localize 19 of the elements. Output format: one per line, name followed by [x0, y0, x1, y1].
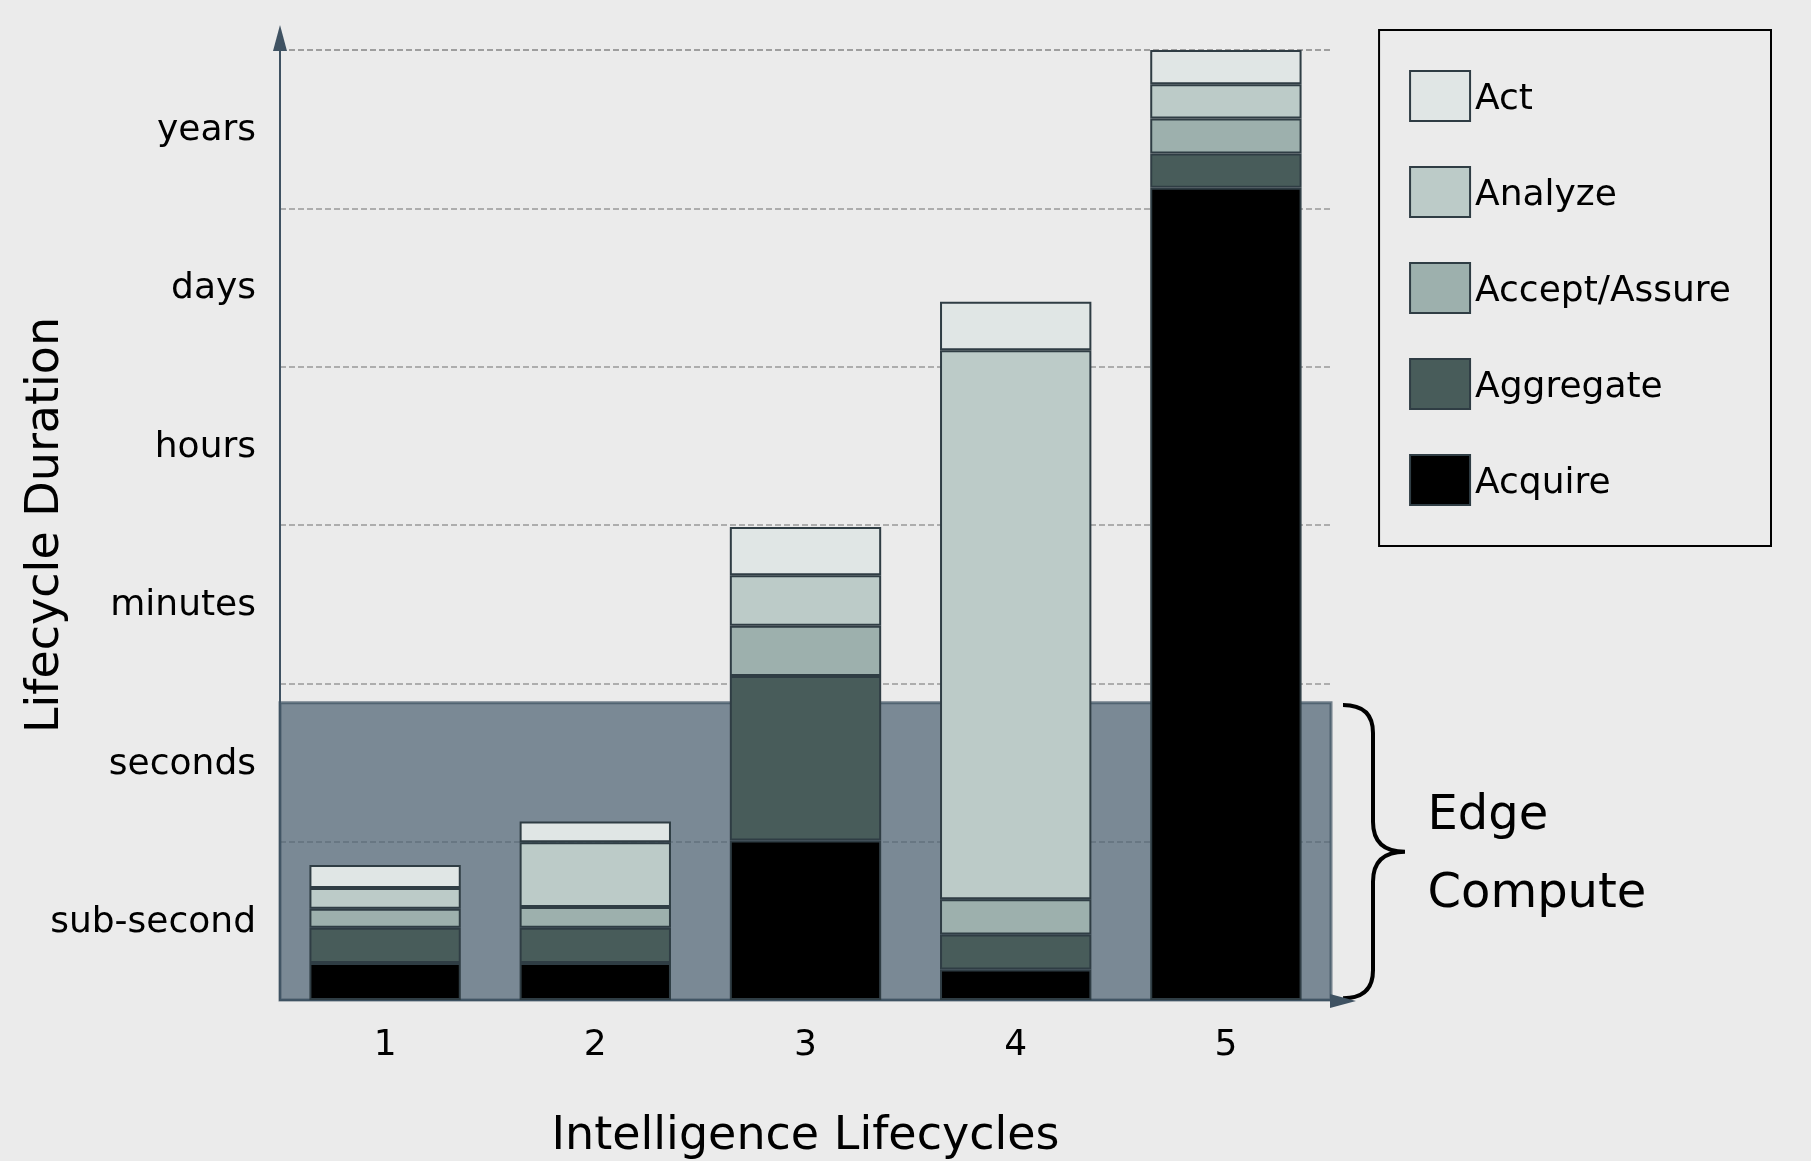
text: sub-second — [50, 899, 257, 941]
legend-label: Act — [1475, 75, 1533, 117]
band-label: Edge Compute — [1427, 784, 1647, 919]
legend-label: Acquire — [1475, 459, 1611, 501]
legend-label: Aggregate — [1475, 363, 1663, 405]
text: minutes — [110, 582, 257, 624]
legend-label: Analyze — [1475, 171, 1617, 213]
text: hours — [154, 423, 256, 465]
x-tick-label: 4 — [1004, 1021, 1028, 1063]
text: seconds — [108, 740, 257, 782]
x-tick-label: 2 — [583, 1021, 607, 1063]
legend-label: Accept/Assure — [1475, 267, 1731, 309]
x-axis-title: Intelligence Lifecycles — [551, 1106, 1060, 1160]
text: years — [156, 106, 257, 148]
y-axis-title: Lifecycle Duration — [15, 316, 69, 734]
x-tick-label: 5 — [1214, 1021, 1238, 1063]
x-tick-label: 1 — [373, 1021, 397, 1063]
x-tick-label: 3 — [794, 1021, 817, 1063]
text: days — [171, 265, 257, 307]
